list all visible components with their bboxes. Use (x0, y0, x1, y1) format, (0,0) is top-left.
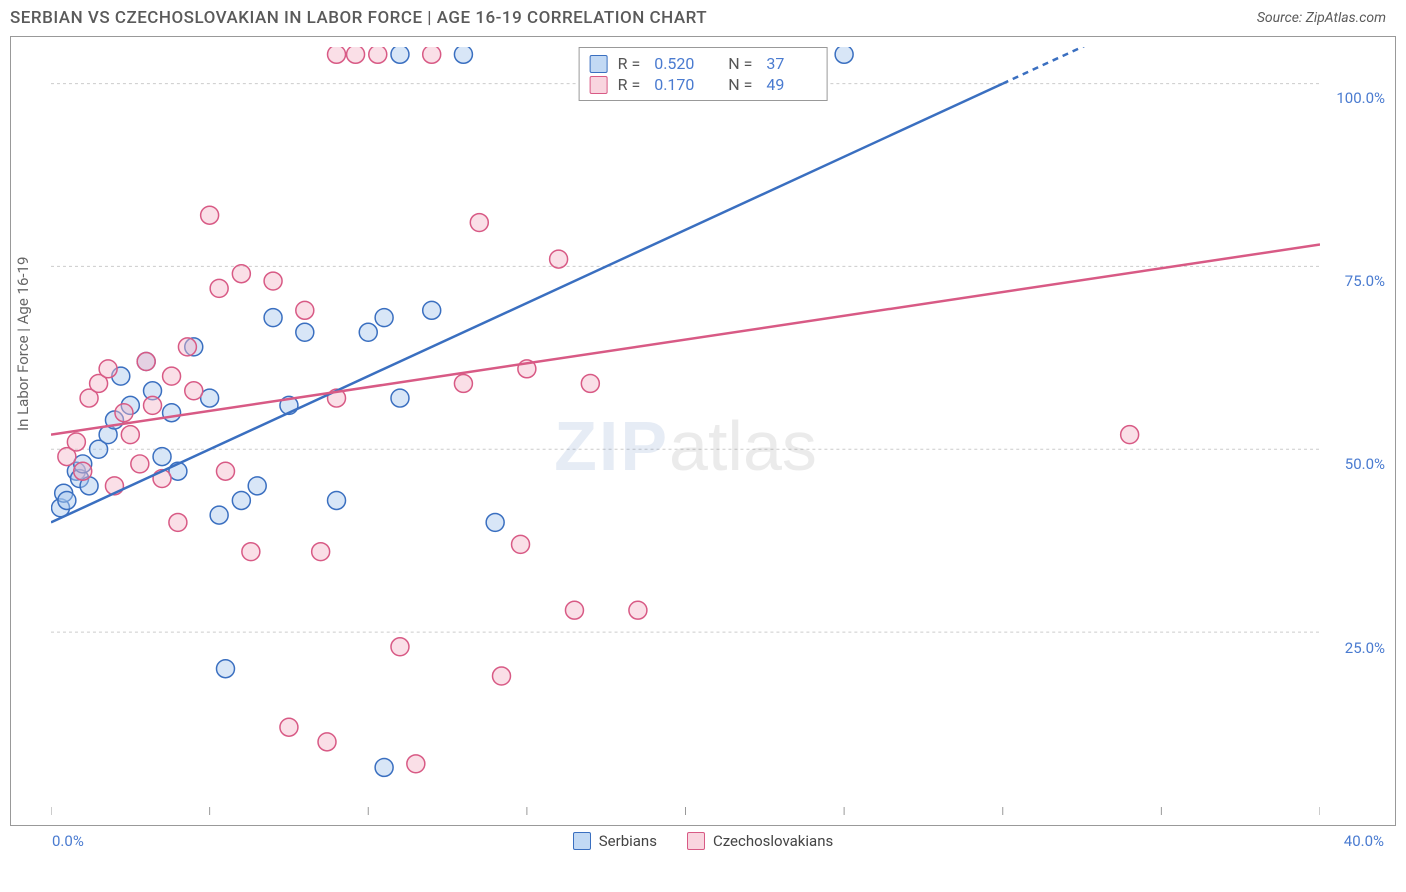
series-legend: Serbians Czechoslovakians (573, 832, 834, 850)
y-axis-label: In Labor Force | Age 16-19 (14, 257, 32, 431)
bottom-row: 0.0% Serbians Czechoslovakians 40.0% (0, 832, 1406, 850)
legend-swatch-icon (590, 55, 608, 73)
legend-label: Czechoslovakians (713, 832, 833, 850)
legend-item: Czechoslovakians (687, 832, 833, 850)
legend-item: Serbians (573, 832, 657, 850)
y-tick-label: 100.0% (1336, 89, 1385, 107)
source-citation: Source: ZipAtlas.com (1257, 10, 1386, 26)
n-value: 49 (766, 75, 816, 94)
r-label: R = (618, 75, 641, 94)
stats-legend-row: R = 0.170 N = 49 (590, 75, 817, 94)
stats-legend: R = 0.520 N = 37 R = 0.170 N = 49 (579, 47, 828, 101)
scatter-plot (51, 47, 1320, 815)
plot-area: ZIPatlas (51, 47, 1320, 815)
legend-swatch-icon (573, 832, 591, 850)
legend-swatch-icon (590, 76, 608, 94)
y-tick-label: 25.0% (1345, 639, 1385, 657)
legend-swatch-icon (687, 832, 705, 850)
n-label: N = (728, 54, 752, 73)
y-tick-label: 75.0% (1345, 272, 1385, 290)
x-tick-min: 0.0% (52, 832, 84, 850)
y-tick-label: 50.0% (1345, 455, 1385, 473)
chart-container: In Labor Force | Age 16-19 ZIPatlas R = 0… (10, 36, 1396, 826)
x-tick-max: 40.0% (1344, 832, 1384, 850)
stats-legend-row: R = 0.520 N = 37 (590, 54, 817, 73)
chart-header: SERBIAN VS CZECHOSLOVAKIAN IN LABOR FORC… (0, 0, 1406, 36)
legend-label: Serbians (599, 832, 657, 850)
r-value: 0.520 (654, 54, 704, 73)
n-label: N = (728, 75, 752, 94)
n-value: 37 (766, 54, 816, 73)
r-label: R = (618, 54, 641, 73)
chart-title: SERBIAN VS CZECHOSLOVAKIAN IN LABOR FORC… (10, 8, 707, 28)
r-value: 0.170 (654, 75, 704, 94)
